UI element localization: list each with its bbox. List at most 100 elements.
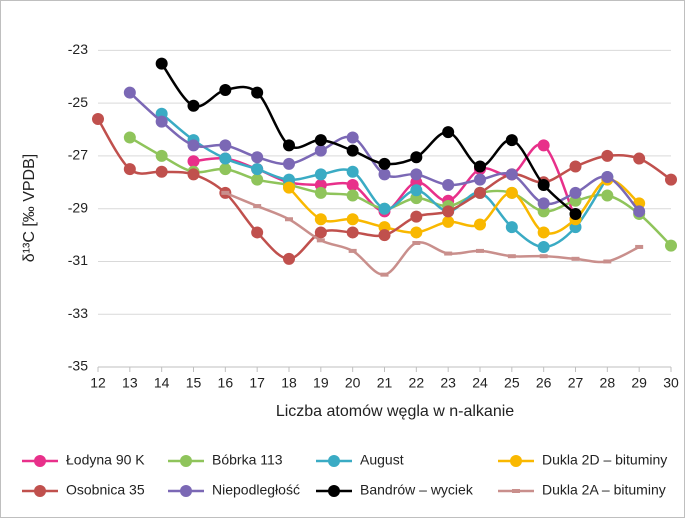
marker <box>219 83 232 96</box>
marker <box>346 131 359 144</box>
marker <box>412 240 421 245</box>
legend-marker <box>510 455 522 467</box>
marker <box>505 221 518 234</box>
marker <box>633 152 646 165</box>
marker <box>601 149 614 162</box>
marker <box>442 178 455 191</box>
legend-marker <box>328 455 340 467</box>
marker <box>346 144 359 157</box>
legend-label: Bandrów – wyciek <box>360 482 474 498</box>
marker <box>378 229 391 242</box>
marker <box>474 160 486 173</box>
marker <box>410 184 423 197</box>
marker <box>219 163 232 176</box>
marker <box>601 189 614 202</box>
y-axis-label: δ¹³C [‰ VPDB] <box>21 154 38 262</box>
marker <box>283 252 295 265</box>
legend-label: Łodyna 90 K <box>66 452 145 468</box>
legend-label: Niepodległość <box>212 482 300 498</box>
marker <box>665 239 677 252</box>
x-tick-label: 14 <box>154 375 170 391</box>
marker <box>444 251 453 256</box>
marker <box>410 226 423 239</box>
marker <box>635 244 644 249</box>
marker <box>187 139 200 152</box>
x-tick-label: 15 <box>186 375 202 391</box>
marker <box>346 189 359 202</box>
marker <box>314 186 327 199</box>
marker <box>537 178 550 191</box>
marker <box>316 238 325 243</box>
marker <box>155 149 168 162</box>
marker <box>505 168 518 181</box>
x-tick-label: 29 <box>631 375 647 391</box>
marker <box>123 163 136 176</box>
x-tick-label: 12 <box>90 375 106 391</box>
marker <box>219 139 232 152</box>
y-tick-label: -29 <box>68 199 88 215</box>
marker <box>314 134 327 147</box>
marker <box>251 226 264 239</box>
marker <box>123 131 136 144</box>
y-tick-label: -35 <box>68 358 88 374</box>
marker <box>251 163 264 176</box>
marker <box>314 144 327 157</box>
legend-label: Dukla 2D – bituminy <box>542 452 667 468</box>
marker <box>219 152 232 165</box>
marker <box>410 210 423 223</box>
marker <box>221 190 230 195</box>
marker <box>571 256 580 261</box>
y-tick-label: -25 <box>68 94 88 110</box>
marker <box>346 226 359 239</box>
marker <box>410 168 423 181</box>
marker <box>442 205 455 218</box>
x-tick-label: 27 <box>568 375 584 391</box>
y-tick-label: -27 <box>68 147 88 163</box>
x-tick-label: 21 <box>377 375 393 391</box>
marker <box>474 173 486 186</box>
marker <box>569 207 582 220</box>
marker <box>476 248 484 253</box>
marker <box>283 139 295 152</box>
legend-marker <box>180 455 192 467</box>
marker <box>633 205 646 218</box>
marker <box>155 57 168 70</box>
y-tick-label: -23 <box>68 41 88 57</box>
marker <box>378 168 391 181</box>
marker <box>507 254 516 259</box>
marker <box>537 197 550 210</box>
marker <box>410 151 423 164</box>
marker <box>505 134 518 147</box>
legend-marker <box>512 489 520 493</box>
x-tick-label: 20 <box>345 375 361 391</box>
marker <box>314 213 327 226</box>
marker <box>346 213 359 226</box>
marker <box>346 178 359 191</box>
marker <box>505 186 518 199</box>
marker <box>569 160 582 173</box>
marker <box>123 86 136 99</box>
legend-label: Osobnica 35 <box>66 482 145 498</box>
marker <box>380 272 389 277</box>
x-tick-label: 24 <box>472 375 488 391</box>
marker <box>285 217 293 222</box>
y-tick-label: -33 <box>68 305 88 321</box>
x-axis-label: Liczba atomów węgla w n-alkanie <box>276 403 514 420</box>
marker <box>187 155 200 168</box>
marker <box>251 173 264 186</box>
x-tick-label: 25 <box>504 375 520 391</box>
marker <box>474 218 486 231</box>
marker <box>537 226 550 239</box>
marker <box>603 259 612 264</box>
x-tick-label: 13 <box>122 375 138 391</box>
marker <box>601 171 614 184</box>
marker <box>442 215 455 228</box>
marker <box>569 186 582 199</box>
marker <box>346 165 359 178</box>
marker <box>251 151 264 164</box>
marker <box>155 115 168 128</box>
marker <box>155 165 168 178</box>
marker <box>442 126 455 139</box>
x-tick-label: 19 <box>313 375 329 391</box>
y-tick-label: -31 <box>68 252 88 268</box>
